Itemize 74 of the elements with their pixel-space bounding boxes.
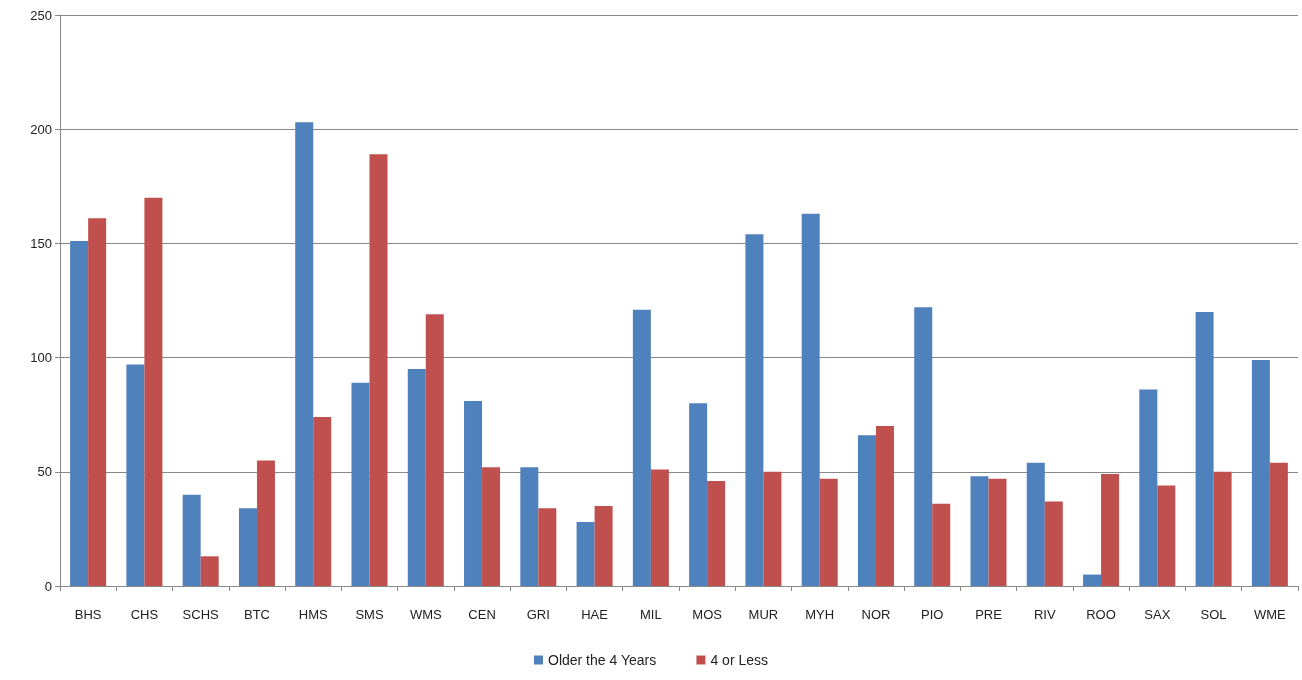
x-tick-label: NOR	[861, 607, 891, 622]
bar	[1044, 501, 1063, 586]
y-tick-label: 50	[37, 464, 52, 480]
bar	[801, 213, 820, 586]
y-tick-label: 250	[30, 7, 52, 23]
x-tick-label: SAX	[1144, 607, 1171, 622]
x-tick-label: WMS	[409, 607, 442, 622]
bar	[1139, 389, 1158, 586]
bar	[857, 435, 876, 586]
y-tick-label: 150	[30, 235, 52, 251]
bar	[594, 506, 613, 586]
x-tick-label: HMS	[298, 607, 328, 622]
bar	[126, 364, 145, 586]
bar	[369, 154, 388, 586]
x-tick-label: GRI	[526, 607, 550, 622]
x-tick-label: RIV	[1033, 607, 1056, 622]
bar	[200, 556, 219, 586]
bar	[1101, 474, 1120, 586]
bar	[1157, 485, 1176, 586]
bar	[689, 403, 708, 586]
bar	[970, 476, 989, 586]
bar	[70, 241, 89, 586]
bar	[819, 478, 838, 586]
bar	[88, 218, 107, 586]
x-tick-label: PRE	[975, 607, 1003, 622]
bar	[1251, 359, 1270, 586]
bar	[875, 426, 894, 586]
x-tick-label: WME	[1253, 607, 1287, 622]
bar	[632, 309, 651, 586]
bar	[238, 508, 257, 586]
x-tick-label: BHS	[74, 607, 102, 622]
bar	[464, 401, 483, 586]
bar	[763, 471, 782, 586]
x-tick-label: SOL	[1200, 607, 1227, 622]
bar	[182, 494, 201, 586]
legend-label: 4 or Less	[710, 652, 769, 668]
bar	[1083, 574, 1102, 586]
bar	[745, 234, 764, 586]
bar	[988, 478, 1007, 586]
x-tick-label: SMS	[355, 607, 384, 622]
legend-label: Older the 4 Years	[547, 652, 657, 668]
bar	[1269, 462, 1288, 586]
bar	[707, 480, 726, 586]
x-tick-label: PIO	[921, 607, 944, 622]
bar	[1213, 471, 1232, 586]
x-tick-label: CEN	[468, 607, 496, 622]
x-tick-label: MUR	[748, 607, 779, 622]
x-tick-label: CHS	[130, 607, 159, 622]
x-tick-label: BTC	[243, 607, 270, 622]
x-tick-label: MIL	[640, 607, 662, 622]
x-tick-label: SCHS	[182, 607, 220, 622]
bar	[576, 522, 595, 586]
x-tick-label: MYH	[805, 607, 835, 622]
bar	[932, 503, 951, 586]
x-tick-label: ROO	[1086, 607, 1116, 622]
bar	[351, 382, 370, 586]
y-tick-label: 100	[30, 350, 52, 366]
bar	[520, 467, 539, 586]
x-tick-label: MOS	[692, 607, 723, 622]
bar	[256, 460, 275, 586]
bar	[650, 469, 669, 586]
bar	[407, 369, 426, 586]
bar	[144, 197, 163, 586]
y-tick-label: 200	[30, 121, 52, 137]
bar	[482, 467, 501, 586]
bar	[914, 307, 933, 586]
bar	[1195, 311, 1214, 586]
bar	[295, 122, 314, 586]
bar	[1026, 462, 1045, 586]
bar	[313, 416, 332, 586]
x-tick-label: HAE	[581, 607, 609, 622]
y-tick-label: 0	[44, 578, 52, 594]
bar	[425, 314, 444, 586]
bar	[538, 508, 557, 586]
